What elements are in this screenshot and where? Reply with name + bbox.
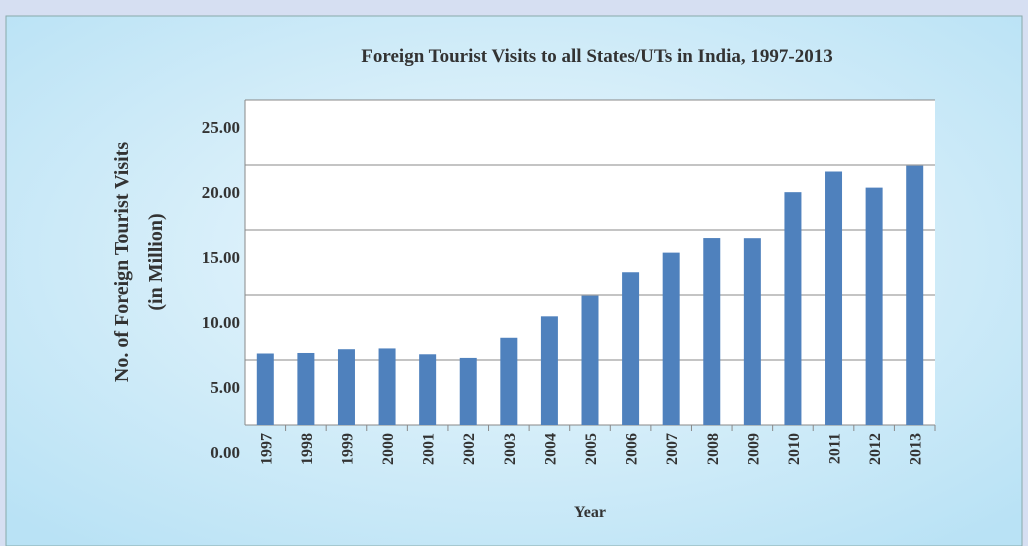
bar (459, 357, 477, 425)
bar (622, 272, 640, 425)
x-tick-label: 1997 (258, 433, 275, 465)
x-tick-label: 2011 (827, 433, 844, 464)
x-tick-label: 2005 (583, 433, 600, 465)
bar (378, 348, 396, 425)
bar (540, 316, 558, 425)
bar (662, 252, 680, 425)
bar (581, 295, 599, 425)
bar (743, 238, 761, 425)
bar (825, 171, 843, 425)
x-tick-label: 2012 (867, 433, 884, 465)
y-axis-label: (in Million) (145, 213, 167, 310)
y-tick-label: 20.00 (202, 183, 240, 202)
x-tick-label: 1999 (339, 433, 356, 465)
x-tick-label: 2000 (380, 433, 397, 465)
x-tick-label: 2008 (705, 433, 722, 465)
y-tick-label: 0.00 (210, 443, 240, 462)
x-tick-label: 2001 (421, 433, 438, 465)
y-tick-label: 5.00 (210, 378, 240, 397)
x-tick-label: 2003 (502, 433, 519, 465)
x-tick-label: 1998 (299, 433, 316, 465)
x-tick-label: 2009 (745, 433, 762, 465)
bar (865, 187, 883, 425)
bar (784, 192, 802, 425)
bar (906, 165, 924, 425)
x-tick-label: 2013 (908, 433, 925, 465)
x-tick-label: 2006 (624, 433, 641, 465)
x-tick-label: 2007 (664, 433, 681, 465)
bar (297, 352, 315, 425)
bar (703, 238, 721, 425)
chart-title: Foreign Tourist Visits to all States/UTs… (361, 46, 832, 67)
x-axis-label: Year (574, 504, 606, 521)
bar (337, 349, 355, 425)
y-tick-label: 10.00 (202, 313, 240, 332)
y-axis-label: No. of Foreign Tourist Visits (111, 142, 133, 382)
bar (419, 354, 437, 425)
y-tick-label: 15.00 (202, 248, 240, 267)
x-tick-label: 2010 (786, 433, 803, 465)
y-tick-label: 25.00 (202, 118, 240, 137)
x-tick-label: 2004 (542, 433, 559, 465)
bar (500, 337, 518, 425)
bar (256, 353, 274, 425)
x-tick-label: 2002 (461, 433, 478, 465)
